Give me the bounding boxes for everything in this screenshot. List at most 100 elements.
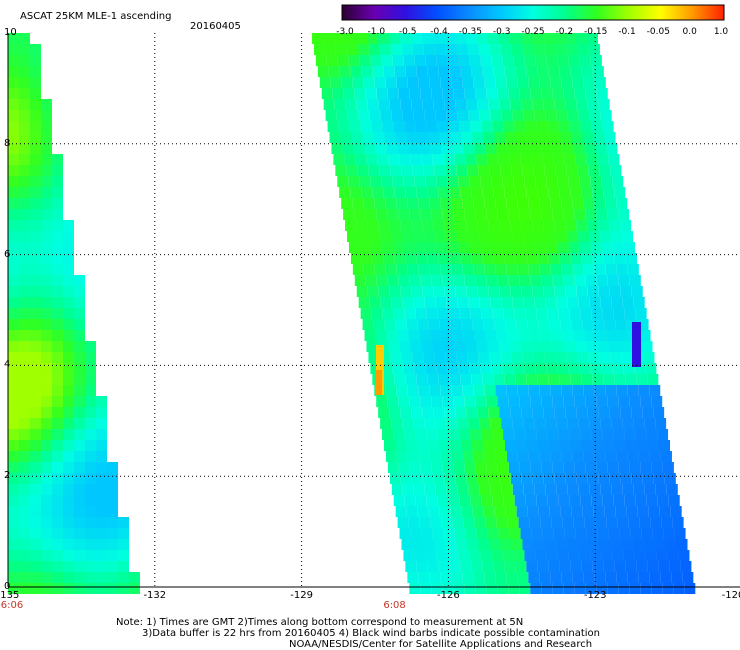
swath-west-cell — [52, 341, 63, 352]
swath-east-cell — [603, 561, 615, 572]
swath-east-cell — [339, 66, 351, 77]
swath-east-cell — [479, 297, 491, 308]
swath-east-cell — [591, 429, 603, 440]
swath-east-cell — [345, 33, 356, 44]
swath-west-cell — [63, 220, 74, 231]
swath-east-cell — [492, 429, 504, 440]
swath-west-cell — [52, 572, 63, 583]
swath-east-cell — [615, 506, 627, 517]
swath-east-cell — [404, 308, 416, 319]
swath-east-cell — [440, 572, 452, 583]
swath-east-cell — [601, 176, 613, 187]
note-line-2: 3)Data buffer is 22 hrs from 20160405 4)… — [142, 628, 600, 639]
swath-east-cell — [516, 319, 528, 330]
swath-east-cell — [467, 165, 479, 176]
time-label: 6:08 — [383, 600, 406, 611]
swath-east-cell — [491, 550, 503, 561]
swath-east-cell — [347, 110, 359, 121]
swath-east-cell — [571, 319, 583, 330]
swath-east-cell — [610, 352, 622, 363]
swath-east-cell — [401, 165, 413, 176]
swath-east-cell — [433, 33, 444, 44]
swath-east-cell — [647, 440, 659, 451]
swath-west-cell — [96, 440, 107, 451]
swath-west-cell — [74, 462, 85, 473]
swath-east-cell — [313, 44, 325, 55]
swath-east-cell — [629, 396, 641, 407]
swath-east-cell — [518, 517, 530, 528]
swath-east-cell — [500, 165, 512, 176]
time-label: 6:06 — [0, 600, 24, 611]
swath-east-cell — [579, 176, 591, 187]
swath-east-cell — [541, 462, 553, 473]
swath-west-cell — [85, 440, 96, 451]
swath-east-cell — [391, 418, 403, 429]
swath-east-cell — [451, 385, 463, 396]
swath-east-cell — [536, 121, 548, 132]
swath-east-cell — [444, 220, 456, 231]
swath-east-cell — [436, 176, 448, 187]
swath-east-cell — [510, 407, 522, 418]
swath-east-cell — [588, 539, 600, 550]
swath-east-cell — [570, 374, 582, 385]
swath-east-cell — [655, 418, 667, 429]
swath-east-cell — [517, 264, 529, 275]
swath-east-cell — [515, 374, 527, 385]
swath-east-cell — [442, 583, 454, 594]
swath-east-cell — [493, 440, 505, 451]
swath-east-cell — [492, 121, 504, 132]
swath-east-cell — [657, 429, 669, 440]
swath-west-cell — [30, 572, 41, 583]
swath-east-cell — [478, 352, 490, 363]
swath-east-cell — [427, 66, 439, 77]
swath-west-cell — [8, 198, 19, 209]
swath-east-cell — [490, 418, 502, 429]
swath-east-cell — [404, 429, 416, 440]
swath-east-cell — [488, 99, 500, 110]
swath-west-cell — [63, 451, 74, 462]
swath-east-cell — [445, 165, 457, 176]
swath-east-cell — [449, 187, 461, 198]
y-tick-label: 8 — [4, 137, 11, 149]
swath-east-cell — [537, 187, 549, 198]
swath-west-cell — [52, 462, 63, 473]
swath-east-cell — [518, 330, 530, 341]
swath-east-cell — [405, 66, 417, 77]
colorbar-tick-label: -0.5 — [398, 27, 417, 37]
swath-east-cell — [633, 484, 645, 495]
swath-east-cell — [570, 187, 582, 198]
swath-east-cell — [373, 319, 385, 330]
swath-west-cell — [19, 341, 30, 352]
swath-east-cell — [443, 528, 455, 539]
swath-east-cell — [505, 506, 517, 517]
swath-east-cell — [430, 330, 442, 341]
swath-east-cell — [383, 440, 395, 451]
swath-west-cell — [30, 264, 41, 275]
swath-west-cell — [129, 572, 140, 583]
swath-east-cell — [550, 77, 562, 88]
swath-east-cell — [406, 506, 418, 517]
swath-east-cell — [602, 121, 614, 132]
swath-east-cell — [400, 220, 412, 231]
swath-east-cell — [558, 121, 570, 132]
swath-east-cell — [437, 429, 449, 440]
swath-east-cell — [424, 110, 436, 121]
swath-east-cell — [421, 154, 433, 165]
swath-east-cell — [633, 297, 645, 308]
swath-west-cell — [85, 396, 96, 407]
swath-west-cell — [85, 473, 96, 484]
swath-west-cell — [41, 473, 52, 484]
swath-east-cell — [506, 264, 518, 275]
swath-west-cell — [74, 396, 85, 407]
swath-east-cell — [436, 550, 448, 561]
swath-east-cell — [602, 308, 614, 319]
swath-west-cell — [41, 528, 52, 539]
swath-east-cell — [515, 66, 527, 77]
swath-east-cell — [530, 275, 542, 286]
swath-east-cell — [468, 110, 480, 121]
swath-west-cell — [19, 572, 30, 583]
colorbar-tick-label: -0.3 — [492, 27, 511, 37]
swath-east-cell — [557, 55, 569, 66]
swath-east-cell — [479, 484, 491, 495]
swath-east-cell — [495, 451, 507, 462]
